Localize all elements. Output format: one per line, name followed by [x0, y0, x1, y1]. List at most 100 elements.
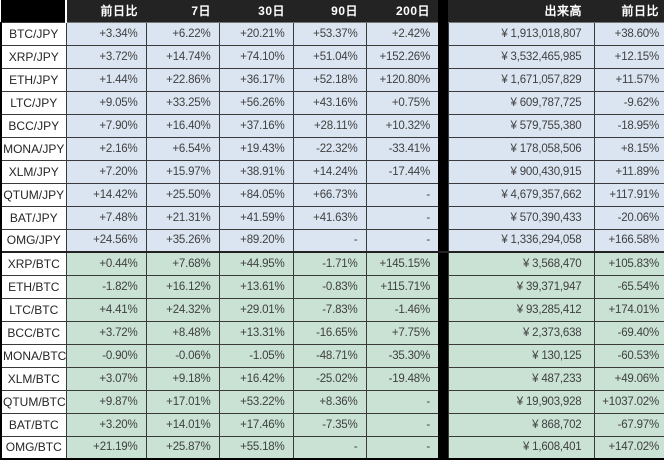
change-cell: +6.22%: [145, 21, 219, 45]
change-cell: +36.17%: [218, 67, 293, 91]
change-cell: +8.48%: [145, 320, 219, 344]
change-cell: -0.90%: [65, 343, 146, 367]
table-row: BCC/BTC +3.72% +8.48% +13.31% -16.65% +7.75% ¥…: [0, 320, 664, 344]
table-row: XLM/BTC +3.07% +9.18% +16.42% -25.02% -19.48%…: [0, 366, 664, 390]
change-cell: +25.87%: [145, 435, 219, 460]
volume-cell: ¥ 39,371,947: [447, 274, 594, 298]
change-cell: +13.31%: [218, 320, 293, 344]
section-divider: [438, 321, 448, 344]
change-cell: +41.63%: [292, 205, 366, 229]
pair-cell: OMG/BTC: [0, 435, 66, 460]
day-change-cell: +11.89%: [593, 159, 664, 183]
change-cell: -: [292, 228, 366, 252]
volume-cell: ¥ 868,702: [447, 412, 594, 436]
pair-cell: MONA/BTC: [0, 343, 66, 367]
change-cell: -17.44%: [365, 159, 438, 183]
table-row: MONA/JPY +2.16% +6.54% +19.43% -22.32% -33.41…: [0, 136, 664, 160]
change-cell: -0.83%: [292, 274, 366, 298]
day-change-cell: +11.57%: [593, 67, 664, 91]
change-cell: +3.34%: [65, 21, 146, 45]
day-change-cell: -60.53%: [593, 343, 664, 367]
change-cell: +2.16%: [65, 136, 146, 160]
section-divider: [438, 298, 448, 321]
section-divider: [438, 367, 448, 390]
pair-cell: BAT/JPY: [0, 205, 66, 229]
volume-cell: ¥ 1,671,057,829: [447, 67, 594, 91]
change-cell: +24.56%: [65, 228, 146, 252]
pair-cell: QTUM/JPY: [0, 182, 66, 206]
change-cell: +14.24%: [292, 159, 366, 183]
change-cell: +25.50%: [145, 182, 219, 206]
change-cell: +7.75%: [365, 320, 438, 344]
change-cell: +14.01%: [145, 412, 219, 436]
pair-cell: BCC/JPY: [0, 113, 66, 137]
change-cell: -16.65%: [292, 320, 366, 344]
section-divider: [438, 206, 448, 229]
change-cell: +43.16%: [292, 90, 366, 114]
table-row: OMG/BTC +21.19% +25.87% +55.18% - - ¥ 1,608,40…: [0, 435, 664, 460]
table-row: QTUM/BTC +9.87% +17.01% +53.22% +8.36% - ¥ 19,…: [0, 389, 664, 413]
change-cell: +3.72%: [65, 320, 146, 344]
change-cell: +16.12%: [145, 274, 219, 298]
section-divider: [438, 22, 448, 45]
table-row: XRP/BTC +0.44% +7.68% +44.95% -1.71% +145.15%…: [0, 251, 664, 275]
day-change-cell: +117.91%: [593, 182, 664, 206]
day-change-cell: +166.58%: [593, 228, 664, 252]
pair-cell: XRP/BTC: [0, 251, 66, 275]
volume-cell: ¥ 900,430,915: [447, 159, 594, 183]
change-cell: +28.11%: [292, 113, 366, 137]
section-divider: [438, 183, 448, 206]
change-cell: +9.18%: [145, 366, 219, 390]
section-divider: [438, 114, 448, 137]
table-row: LTC/BTC +4.41% +24.32% +29.01% -7.83% -1.46% ¥…: [0, 297, 664, 321]
day-change-cell: -67.97%: [593, 412, 664, 436]
change-cell: +14.42%: [65, 182, 146, 206]
section-divider: [438, 91, 448, 114]
change-cell: +89.20%: [218, 228, 293, 252]
pair-cell: XRP/JPY: [0, 44, 66, 68]
column-header-90d: 90日: [293, 0, 366, 23]
pair-cell: LTC/JPY: [0, 90, 66, 114]
table-row: BAT/JPY +7.48% +21.31% +41.59% +41.63% - ¥ 570…: [0, 205, 664, 229]
change-cell: -1.82%: [65, 274, 146, 298]
change-cell: -: [365, 228, 438, 252]
volume-cell: ¥ 3,568,470: [447, 251, 594, 275]
change-cell: +55.18%: [218, 435, 293, 460]
change-cell: +4.41%: [65, 297, 146, 321]
column-header-volume-day-change: 前日比: [594, 0, 664, 23]
table-body: BTC/JPY +3.34% +6.22% +20.21% +53.37% +2.42% ¥…: [0, 21, 664, 460]
change-cell: -1.46%: [365, 297, 438, 321]
change-cell: +115.71%: [365, 274, 438, 298]
change-cell: -48.71%: [292, 343, 366, 367]
change-cell: +1.44%: [65, 67, 146, 91]
change-cell: +9.05%: [65, 90, 146, 114]
change-cell: +35.26%: [145, 228, 219, 252]
day-change-cell: +105.83%: [593, 251, 664, 275]
change-cell: +84.05%: [218, 182, 293, 206]
table-row: ETH/JPY +1.44% +22.86% +36.17% +52.18% +120.8…: [0, 67, 664, 91]
change-cell: +29.01%: [218, 297, 293, 321]
change-cell: -: [365, 389, 438, 413]
change-cell: +120.80%: [365, 67, 438, 91]
day-change-cell: -69.40%: [593, 320, 664, 344]
change-cell: +6.54%: [145, 136, 219, 160]
section-divider: [438, 251, 448, 275]
day-change-cell: +38.60%: [593, 21, 664, 45]
change-cell: +3.72%: [65, 44, 146, 68]
change-cell: +22.86%: [145, 67, 219, 91]
pair-cell: QTUM/BTC: [0, 389, 66, 413]
pair-cell: XLM/BTC: [0, 366, 66, 390]
change-cell: +8.36%: [292, 389, 366, 413]
change-cell: +33.25%: [145, 90, 219, 114]
pair-cell: BAT/BTC: [0, 412, 66, 436]
column-header-200d: 200日: [366, 0, 438, 23]
change-cell: -1.05%: [218, 343, 293, 367]
change-cell: +20.21%: [218, 21, 293, 45]
section-divider: [438, 68, 448, 91]
table-row: LTC/JPY +9.05% +33.25% +56.26% +43.16% +0.75%…: [0, 90, 664, 114]
change-cell: +7.20%: [65, 159, 146, 183]
change-cell: +41.59%: [218, 205, 293, 229]
table-row: MONA/BTC -0.90% -0.06% -1.05% -48.71% -35.30%…: [0, 343, 664, 367]
table-row: XLM/JPY +7.20% +15.97% +38.91% +14.24% -17.44…: [0, 159, 664, 183]
